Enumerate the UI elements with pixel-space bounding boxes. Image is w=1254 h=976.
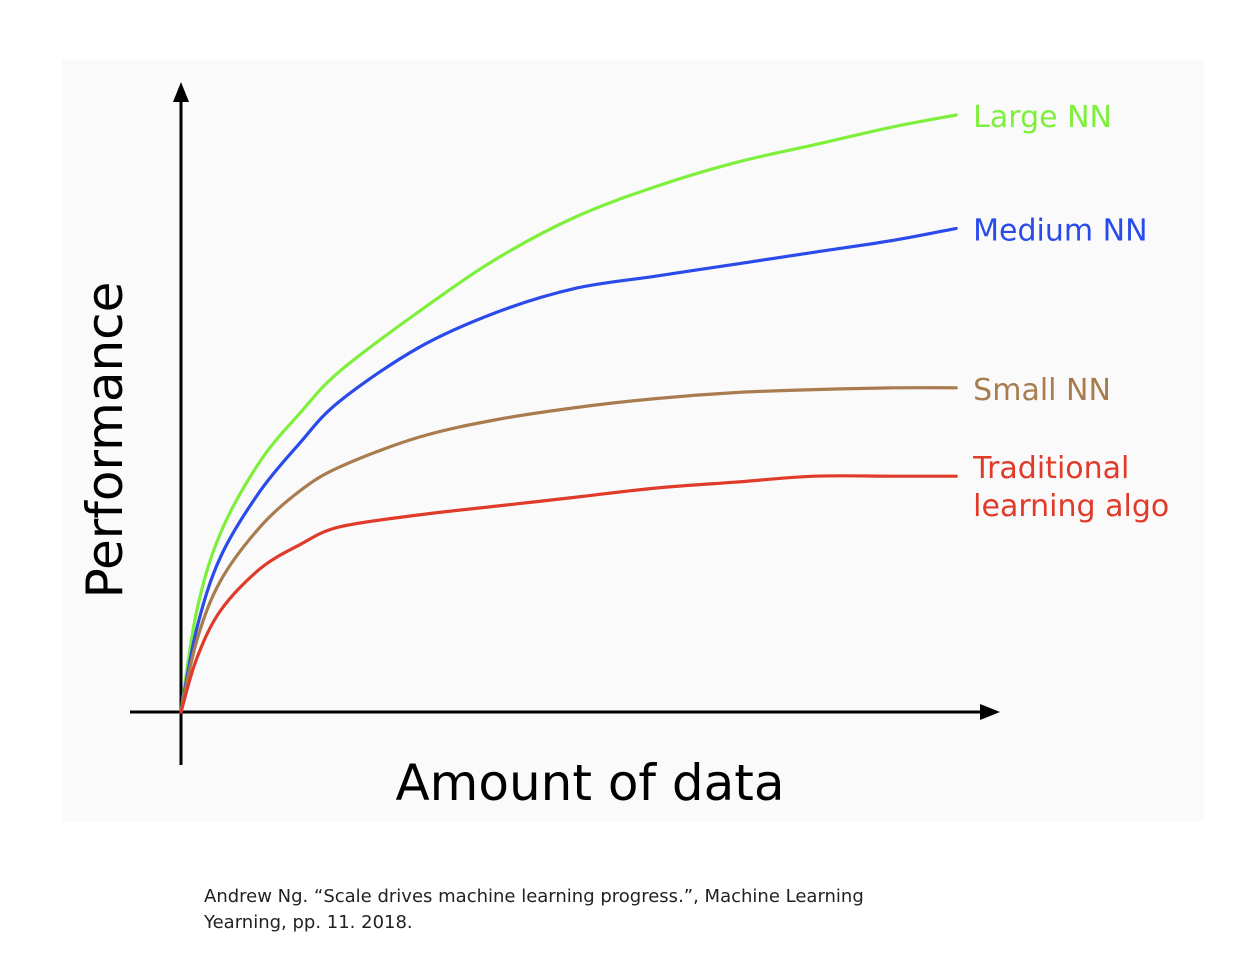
series-label-line: Traditional — [972, 451, 1129, 486]
line-chart: Large NN Medium NN Small NN Traditional lear… — [76, 82, 1169, 812]
series-label-medium-nn: Medium NN — [973, 213, 1147, 248]
citation: Andrew Ng. “Scale drives machine learnin… — [204, 884, 964, 936]
series-line-medium-nn — [179, 226, 958, 714]
series-line-small-nn — [179, 386, 958, 714]
series-line-large-nn — [179, 113, 958, 714]
series-label-traditional-learning-algo: Traditional learning algo — [972, 451, 1169, 524]
series-label-line: Large NN — [973, 100, 1112, 135]
series-labels: Large NN Medium NN Small NN Traditional lear… — [972, 100, 1169, 524]
y-axis-label: Performance — [76, 282, 134, 599]
series-label-line: Small NN — [973, 373, 1111, 408]
series-lines — [179, 113, 958, 714]
x-axis-label: Amount of data — [395, 754, 784, 812]
citation-line-1: Andrew Ng. “Scale drives machine learnin… — [204, 886, 864, 907]
axes — [130, 82, 1000, 765]
series-label-line: learning algo — [973, 489, 1169, 524]
citation-line-2: Yearning, pp. 11. 2018. — [204, 912, 413, 933]
x-axis-arrowhead — [980, 704, 1000, 720]
chart-panel: Large NN Medium NN Small NN Traditional lear… — [62, 60, 1204, 822]
series-label-small-nn: Small NN — [973, 373, 1111, 408]
series-label-large-nn: Large NN — [973, 100, 1112, 135]
y-axis-arrowhead — [173, 82, 189, 102]
series-line-traditional-learning-algo — [179, 474, 958, 714]
series-label-line: Medium NN — [973, 213, 1147, 248]
